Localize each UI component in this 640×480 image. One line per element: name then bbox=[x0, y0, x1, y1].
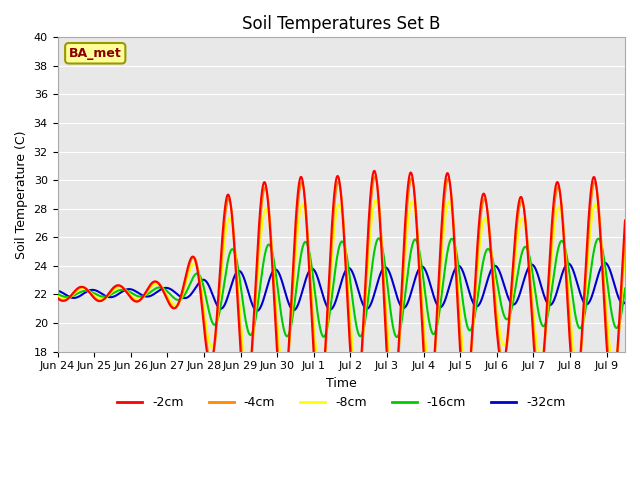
Legend: -2cm, -4cm, -8cm, -16cm, -32cm: -2cm, -4cm, -8cm, -16cm, -32cm bbox=[112, 391, 570, 414]
Text: BA_met: BA_met bbox=[69, 47, 122, 60]
Title: Soil Temperatures Set B: Soil Temperatures Set B bbox=[242, 15, 440, 33]
X-axis label: Time: Time bbox=[326, 377, 356, 390]
Y-axis label: Soil Temperature (C): Soil Temperature (C) bbox=[15, 130, 28, 259]
